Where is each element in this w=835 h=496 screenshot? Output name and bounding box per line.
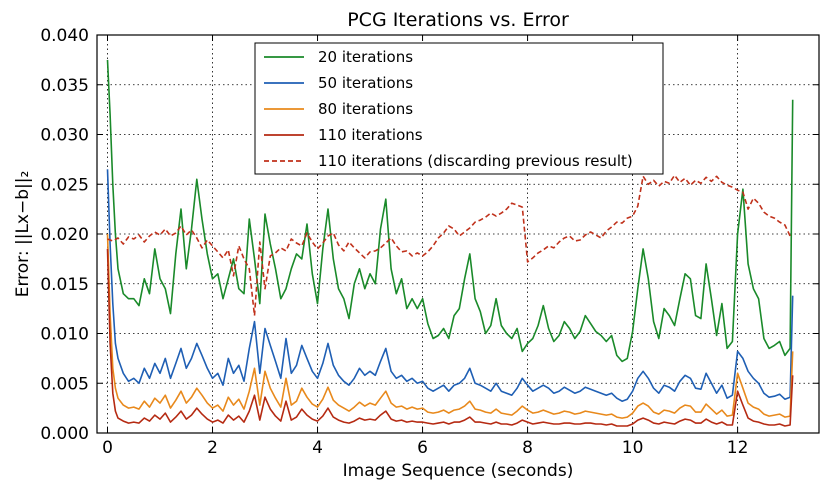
y-tick-label: 0.025 bbox=[40, 175, 89, 195]
x-tick-label: 8 bbox=[522, 438, 533, 458]
x-tick-label: 2 bbox=[207, 438, 218, 458]
series-line-2 bbox=[106, 169, 794, 403]
legend: 20 iterations 50 iterations 80 iterations 1… bbox=[254, 42, 664, 175]
series-line-1 bbox=[106, 59, 794, 363]
x-tick-label: 0 bbox=[102, 438, 113, 458]
y-axis-label: Error: ||Lx−b||₂ bbox=[13, 171, 33, 298]
x-tick-label: 10 bbox=[622, 438, 644, 458]
y-tick-label: 0.030 bbox=[40, 126, 89, 146]
legend-label-1: 20 iterations bbox=[318, 48, 413, 66]
x-tick-label: 6 bbox=[417, 438, 428, 458]
legend-box bbox=[254, 42, 664, 175]
ticks: 0 2 4 6 8 10 12 0.000 0.005 0.010 0.015 0.020 0.025 0… bbox=[40, 26, 819, 458]
series-line-5 bbox=[107, 174, 791, 317]
x-axis-label: Image Sequence (seconds) bbox=[343, 461, 574, 481]
y-tick-label: 0.015 bbox=[40, 275, 89, 295]
y-tick-label: 0.010 bbox=[40, 325, 89, 345]
x-tick-label: 12 bbox=[727, 438, 749, 458]
legend-label-5: 110 iterations (discarding previous resu… bbox=[318, 152, 633, 170]
series-layer bbox=[106, 59, 794, 427]
y-tick-label: 0.020 bbox=[40, 225, 89, 245]
x-tick-label: 4 bbox=[312, 438, 323, 458]
legend-label-4: 110 iterations bbox=[318, 126, 423, 144]
legend-label-2: 50 iterations bbox=[318, 74, 413, 92]
y-tick-label: 0.040 bbox=[40, 26, 89, 46]
chart-title: PCG Iterations vs. Error bbox=[347, 9, 569, 31]
series-line-4 bbox=[106, 248, 794, 427]
series-line-3 bbox=[106, 233, 794, 419]
y-tick-label: 0.000 bbox=[40, 424, 89, 444]
y-tick-label: 0.035 bbox=[40, 76, 89, 96]
y-tick-label: 0.005 bbox=[40, 374, 89, 394]
legend-label-3: 80 iterations bbox=[318, 100, 413, 118]
